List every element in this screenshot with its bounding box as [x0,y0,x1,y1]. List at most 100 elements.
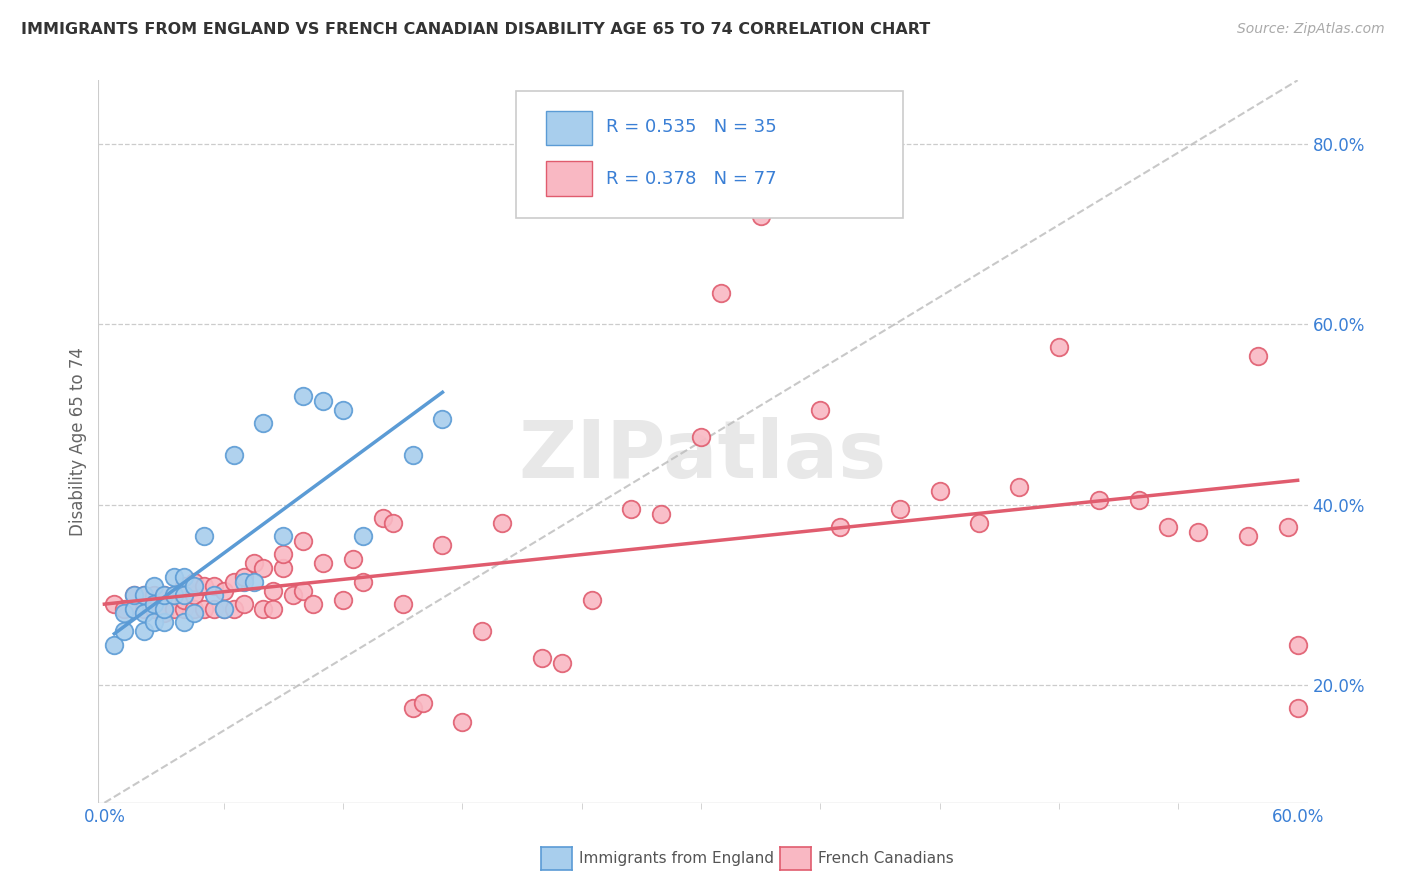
Point [412,697,434,711]
Point [212,601,235,615]
Point [173,592,195,607]
Point [530,651,553,665]
Point [122,588,145,602]
Point [969,516,991,530]
Point [451,714,474,729]
Y-axis label: Disability Age 65 to 74: Disability Age 65 to 74 [69,347,87,536]
Point [212,601,235,615]
Text: R = 0.535   N = 35: R = 0.535 N = 35 [606,119,778,136]
Point [381,516,404,530]
Point [710,285,733,300]
Point [183,588,205,602]
Text: French Canadians: French Canadians [818,851,955,865]
Point [1237,529,1260,543]
Point [143,615,166,630]
Point [153,606,176,620]
Point [183,601,205,615]
Point [212,583,235,598]
Text: IMMIGRANTS FROM ENGLAND VS FRENCH CANADIAN DISABILITY AGE 65 TO 74 CORRELATION C: IMMIGRANTS FROM ENGLAND VS FRENCH CANADI… [21,22,931,37]
Point [690,430,713,444]
Point [283,588,305,602]
Point [830,520,852,534]
Point [183,579,205,593]
Point [103,597,125,611]
Point [471,624,494,639]
Point [312,557,335,571]
Point [173,601,195,615]
Point [153,615,176,630]
Point [153,588,176,602]
Point [432,412,454,426]
Point [112,606,135,620]
Point [122,601,145,615]
Point [650,507,672,521]
Point [163,588,186,602]
Point [581,592,603,607]
Point [153,601,176,615]
Point [432,538,454,552]
Point [134,601,156,615]
Point [202,601,225,615]
Point [889,502,911,516]
Point [491,516,513,530]
Text: Immigrants from England: Immigrants from England [579,851,775,865]
Point [183,574,205,589]
Point [232,574,254,589]
Point [143,588,166,602]
Point [292,389,315,403]
Point [273,561,295,575]
Point [122,601,145,615]
Point [242,557,264,571]
Point [262,583,284,598]
Point [143,601,166,615]
Point [273,548,295,562]
Point [193,601,215,615]
Point [202,588,225,602]
Point [1008,480,1031,494]
Point [1087,493,1109,508]
Point [332,592,354,607]
Point [342,552,364,566]
Point [163,570,186,584]
Point [928,484,950,499]
Point [153,601,176,615]
Point [153,588,176,602]
FancyBboxPatch shape [516,91,903,218]
Point [193,529,215,543]
Point [112,601,135,615]
Point [252,601,274,615]
Point [143,597,166,611]
Point [1157,520,1180,534]
Point [222,601,245,615]
Point [352,574,374,589]
Point [103,638,125,652]
Point [193,579,215,593]
Point [1286,638,1309,652]
Point [302,597,325,611]
Point [222,448,245,462]
Text: R = 0.378   N = 77: R = 0.378 N = 77 [606,169,778,187]
Point [173,588,195,602]
Point [112,624,135,639]
Point [163,601,186,615]
Point [1187,524,1209,539]
Point [1047,340,1070,354]
Point [332,403,354,417]
Point [273,529,295,543]
Point [173,615,195,630]
Point [202,579,225,593]
Bar [546,111,592,145]
Point [401,448,423,462]
Point [242,574,264,589]
Point [183,606,205,620]
Point [401,701,423,715]
Point [1128,493,1150,508]
Point [371,511,394,525]
Point [222,574,245,589]
Point [134,624,156,639]
Text: ZIPatlas: ZIPatlas [519,417,887,495]
Point [252,417,274,431]
Bar [546,161,592,196]
Point [232,570,254,584]
Point [1286,701,1309,715]
